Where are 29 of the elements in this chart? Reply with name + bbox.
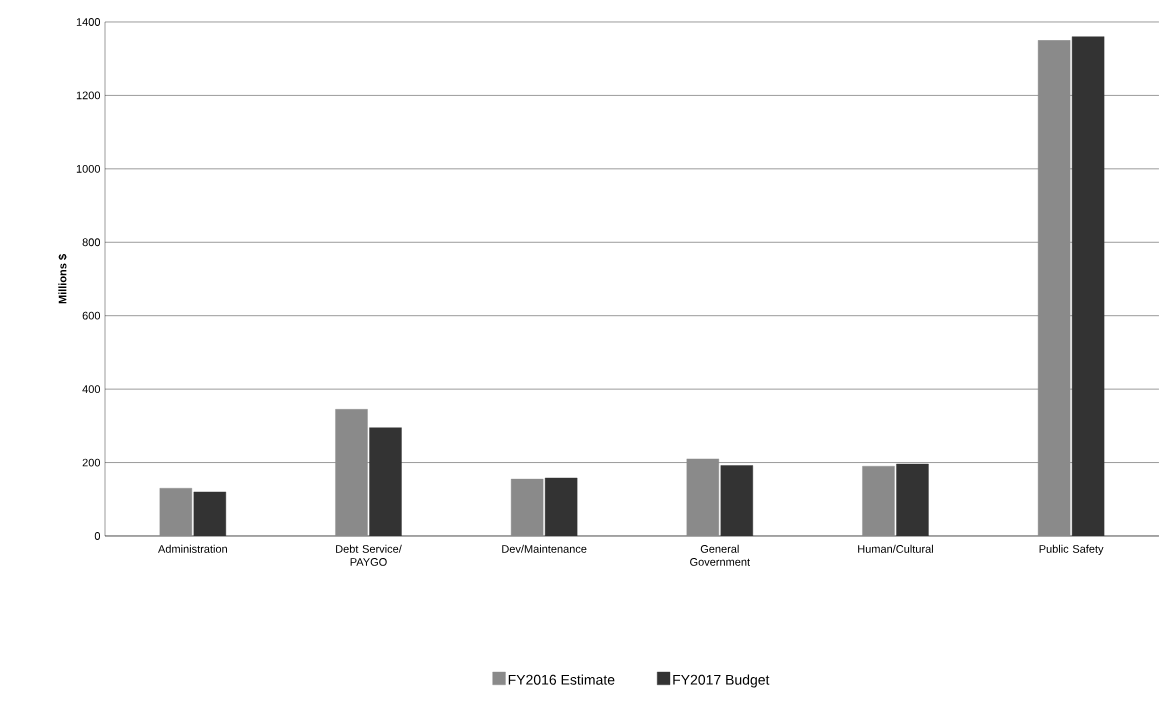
bar	[544, 477, 578, 536]
bar	[896, 463, 929, 536]
legend-label: FY2017 Budget	[673, 674, 770, 688]
y-tick-label: 1000	[76, 164, 101, 173]
bar	[335, 409, 368, 536]
bar	[369, 427, 402, 536]
x-tick-label: Public Safety	[1039, 544, 1104, 556]
bar	[159, 488, 193, 536]
bar	[862, 466, 895, 536]
bar	[1037, 40, 1071, 536]
y-tick-label: 600	[82, 311, 101, 320]
bar	[686, 458, 720, 536]
x-tick-label: Human/Cultural	[858, 544, 933, 553]
bar	[510, 478, 544, 536]
y-tick-label: 800	[82, 238, 101, 247]
x-tick-label: Dev/Maintenance	[502, 544, 587, 553]
bar	[1071, 36, 1105, 536]
y-tick-label: 0	[94, 532, 101, 540]
bar	[193, 491, 227, 536]
x-tick-label: Administration	[158, 544, 227, 553]
y-tick-label: 200	[82, 458, 101, 467]
y-axis-title: Millions $	[58, 254, 68, 304]
legend-label: FY2016 Estimate	[508, 674, 615, 685]
bar	[720, 465, 754, 536]
x-tick-label: Debt Service/ PAYGO	[336, 544, 402, 566]
x-tick-label: General Government	[690, 544, 750, 566]
y-tick-label: 400	[82, 385, 101, 394]
y-tick-label: 1400	[76, 18, 101, 26]
y-tick-label: 1200	[76, 91, 101, 100]
